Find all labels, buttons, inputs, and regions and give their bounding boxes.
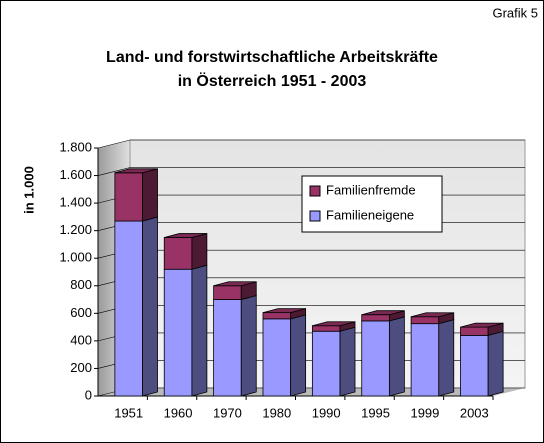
bar-side bbox=[388, 316, 405, 397]
bar-side bbox=[339, 326, 356, 397]
bar-side bbox=[142, 216, 158, 397]
bar-top bbox=[262, 308, 306, 314]
bar-top bbox=[213, 281, 257, 287]
bar bbox=[262, 312, 292, 320]
x-tick-label: 1990 bbox=[312, 405, 341, 420]
grid-line bbox=[97, 167, 131, 176]
x-tick-label: 1980 bbox=[262, 405, 291, 420]
bar-side bbox=[191, 233, 208, 270]
y-tick-label: 1.600 bbox=[59, 167, 92, 182]
y-tick-label: 800 bbox=[70, 277, 92, 292]
bar bbox=[262, 318, 292, 397]
legend-label: Familieneigene bbox=[326, 207, 414, 222]
y-tick-label: 400 bbox=[70, 332, 92, 347]
bar-side bbox=[142, 168, 158, 222]
bar bbox=[460, 334, 489, 397]
y-tick-label: 600 bbox=[70, 305, 92, 320]
bar-top bbox=[312, 321, 356, 327]
bar-side bbox=[438, 319, 455, 397]
legend-swatch bbox=[309, 185, 321, 197]
bar-side bbox=[487, 330, 504, 397]
legend-box bbox=[301, 175, 443, 233]
bar bbox=[213, 299, 242, 397]
bar bbox=[311, 325, 341, 332]
x-tick-label: 1999 bbox=[410, 405, 439, 420]
y-tick-label: 1.400 bbox=[59, 195, 92, 210]
bar bbox=[410, 316, 440, 325]
legend-swatch bbox=[309, 210, 321, 222]
x-tick-label: 1951 bbox=[114, 405, 143, 420]
bar bbox=[361, 314, 390, 322]
y-tick-label: 1.200 bbox=[59, 222, 92, 237]
x-tick-label: 2003 bbox=[460, 405, 489, 420]
y-axis-label: in 1.000 bbox=[21, 166, 36, 214]
bar-side bbox=[240, 295, 257, 397]
bar bbox=[213, 285, 242, 300]
bar-top bbox=[114, 168, 158, 174]
chart-title: Land- und forstwirtschaftliche Arbeitskr… bbox=[106, 49, 438, 66]
bar bbox=[410, 323, 440, 397]
bar bbox=[163, 268, 193, 397]
y-tick-label: 0 bbox=[85, 387, 92, 402]
legend-label: Familienfremde bbox=[326, 182, 416, 197]
x-tick-label: 1960 bbox=[164, 405, 193, 420]
bar-side bbox=[290, 314, 307, 397]
chart-subtitle: in Österreich 1951 - 2003 bbox=[178, 71, 367, 90]
y-tick-label: 200 bbox=[70, 360, 92, 375]
bar-top bbox=[460, 322, 504, 328]
bar bbox=[163, 237, 193, 270]
x-tick-label: 1995 bbox=[361, 405, 390, 420]
y-tick-label: 1.000 bbox=[59, 250, 92, 265]
bar bbox=[114, 220, 143, 397]
bar-top bbox=[411, 312, 454, 318]
bar bbox=[460, 326, 489, 336]
y-tick-label: 1.800 bbox=[59, 139, 92, 154]
bar bbox=[311, 330, 341, 397]
bar bbox=[361, 320, 390, 397]
grid-line bbox=[97, 139, 131, 149]
x-tick-label: 1970 bbox=[213, 405, 242, 420]
bar-top bbox=[164, 233, 207, 238]
bar bbox=[114, 172, 143, 222]
bar-side bbox=[191, 264, 208, 397]
annotation: Grafik 5 bbox=[492, 5, 538, 20]
bar-top bbox=[361, 310, 405, 316]
